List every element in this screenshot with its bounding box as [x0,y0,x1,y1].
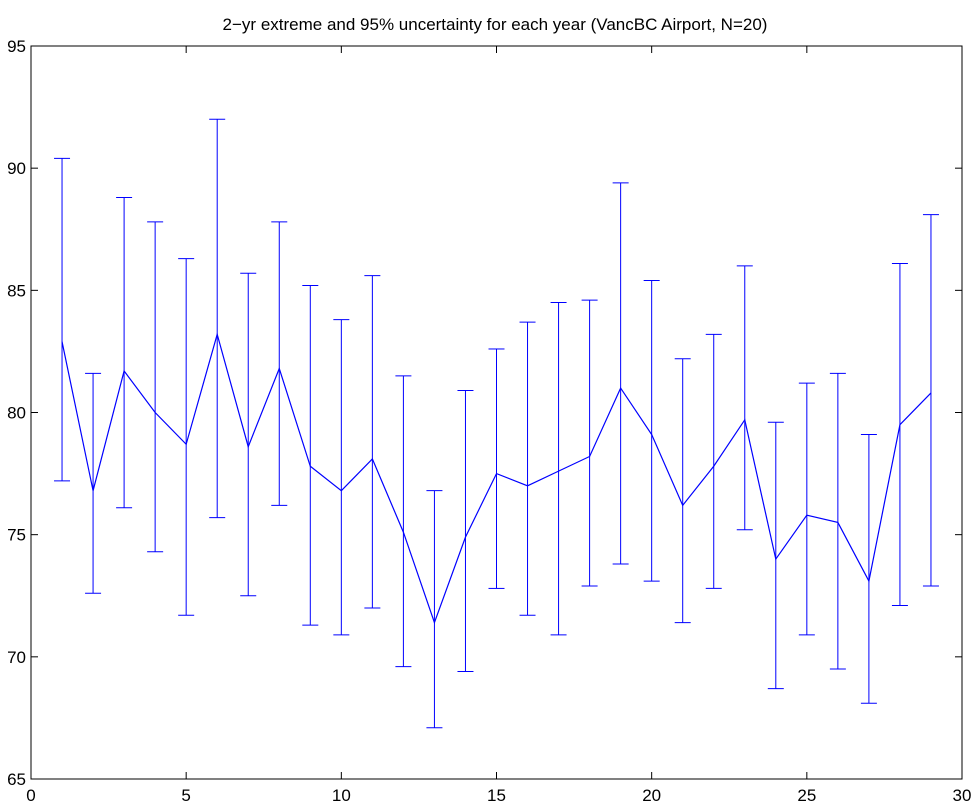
plot-frame [30,45,963,780]
series-line-group [61,332,932,625]
x-tick-label: 0 [26,786,35,805]
x-tick-label: 30 [953,786,972,805]
series-line [61,332,932,625]
y-tick-label: 90 [7,159,26,178]
x-tick-label: 15 [487,786,506,805]
x-tick-label: 10 [332,786,351,805]
y-tick-label: 80 [7,404,26,423]
x-axis: 0 5 10 15 20 25 30 [26,46,971,805]
y-tick-label: 70 [7,648,26,667]
error-bars [54,118,939,729]
y-tick-label: 65 [7,770,26,789]
x-tick-label: 5 [181,786,190,805]
chart-title: 2−yr extreme and 95% uncertainty for eac… [223,15,768,34]
y-tick-label: 75 [7,526,26,545]
y-axis: 65 70 75 80 85 90 95 [7,37,962,789]
x-tick-label: 20 [642,786,661,805]
y-tick-label: 95 [7,37,26,56]
y-tick-label: 85 [7,281,26,300]
x-tick-label: 25 [797,786,816,805]
